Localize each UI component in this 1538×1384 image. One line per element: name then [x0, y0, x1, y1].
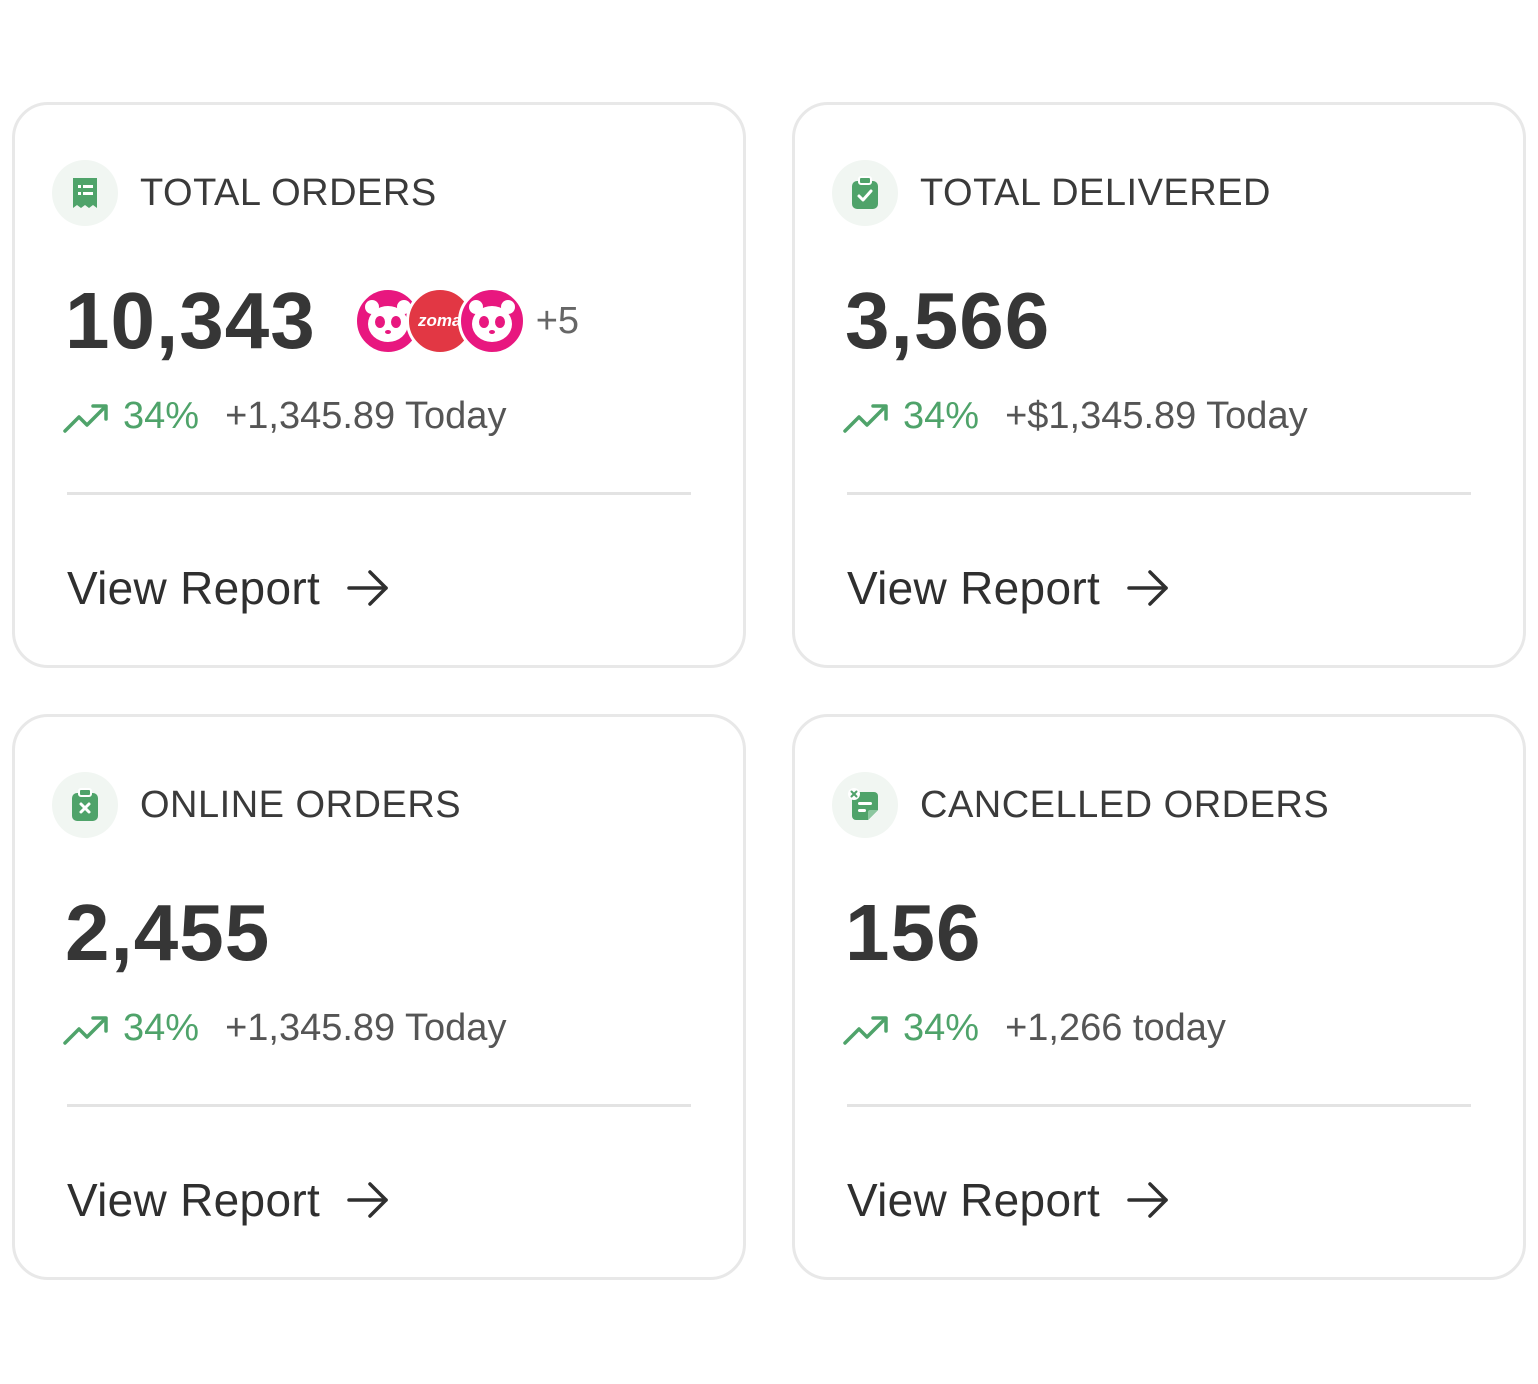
trend-percent: 34%: [123, 395, 200, 437]
view-report-link[interactable]: View Report: [67, 1173, 390, 1227]
card-header: ONLINE ORDERS: [52, 772, 461, 838]
trend-percent: 34%: [903, 395, 980, 437]
card-title: TOTAL ORDERS: [140, 171, 437, 214]
trend-delta: +1,345.89 Today: [225, 1007, 507, 1049]
arrow-right-icon: [347, 1182, 388, 1218]
trend-row: 34% +1,266 today: [843, 1007, 1226, 1050]
card-title: ONLINE ORDERS: [140, 783, 462, 826]
divider: [847, 1104, 1471, 1107]
view-report-link[interactable]: View Report: [847, 1173, 1170, 1227]
arrow-right-icon: [347, 570, 388, 606]
foodpanda-logo: [457, 287, 526, 355]
view-report-label: View Report: [67, 562, 321, 614]
divider: [67, 492, 691, 495]
online-orders-card: ONLINE ORDERS 2,455 34% +1,345.89 Today …: [12, 714, 746, 1280]
total-orders-card: TOTAL ORDERS 10,343 zoma: [12, 102, 746, 668]
card-value: 156: [845, 888, 982, 977]
view-report-label: View Report: [847, 1174, 1101, 1226]
divider: [67, 1104, 691, 1107]
value-row: 156: [845, 885, 981, 981]
card-title: CANCELLED ORDERS: [920, 783, 1330, 826]
clipboard-x-icon: [52, 772, 118, 838]
trending-up-icon: [63, 1015, 108, 1045]
trend-delta: +1,345.89 Today: [225, 395, 507, 437]
trend-delta: +1,266 today: [1005, 1007, 1226, 1049]
cancelled-orders-card: CANCELLED ORDERS 156 34% +1,266 today Vi…: [792, 714, 1526, 1280]
trending-up-icon: [63, 403, 108, 433]
trending-up-icon: [843, 403, 888, 433]
cancelled-note-icon: [832, 772, 898, 838]
trend-row: 34% +1,345.89 Today: [63, 395, 506, 438]
value-row: 3,566: [845, 273, 1050, 369]
arrow-right-icon: [1127, 1182, 1168, 1218]
trend-delta: +$1,345.89 Today: [1005, 395, 1308, 437]
divider: [847, 492, 1471, 495]
trend-percent: 34%: [903, 1007, 980, 1049]
card-value: 10,343: [65, 276, 316, 365]
card-value: 2,455: [65, 888, 271, 977]
value-row: 10,343 zoma: [65, 273, 579, 369]
total-delivered-card: TOTAL DELIVERED 3,566 34% +$1,345.89 Tod…: [792, 102, 1526, 668]
card-header: CANCELLED ORDERS: [832, 772, 1329, 838]
view-report-label: View Report: [67, 1174, 321, 1226]
view-report-label: View Report: [847, 562, 1101, 614]
card-header: TOTAL ORDERS: [52, 160, 437, 226]
zomato-logo-text: zoma: [417, 311, 462, 330]
clipboard-check-icon: [832, 160, 898, 226]
view-report-link[interactable]: View Report: [67, 561, 390, 615]
card-header: TOTAL DELIVERED: [832, 160, 1271, 226]
arrow-right-icon: [1127, 570, 1168, 606]
platform-logos[interactable]: zoma: [353, 287, 526, 355]
trending-up-icon: [843, 1015, 888, 1045]
trend-row: 34% +1,345.89 Today: [63, 1007, 506, 1050]
card-title: TOTAL DELIVERED: [920, 171, 1272, 214]
view-report-link[interactable]: View Report: [847, 561, 1170, 615]
trend-percent: 34%: [123, 1007, 200, 1049]
trend-row: 34% +$1,345.89 Today: [843, 395, 1308, 438]
more-platforms-count[interactable]: +5: [535, 299, 580, 342]
receipt-icon: [52, 160, 118, 226]
card-value: 3,566: [845, 276, 1051, 365]
value-row: 2,455: [65, 885, 270, 981]
